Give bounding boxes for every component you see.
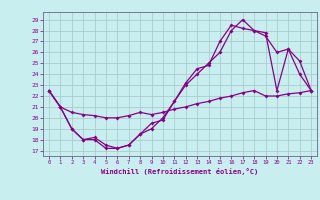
X-axis label: Windchill (Refroidissement éolien,°C): Windchill (Refroidissement éolien,°C) xyxy=(101,168,259,175)
